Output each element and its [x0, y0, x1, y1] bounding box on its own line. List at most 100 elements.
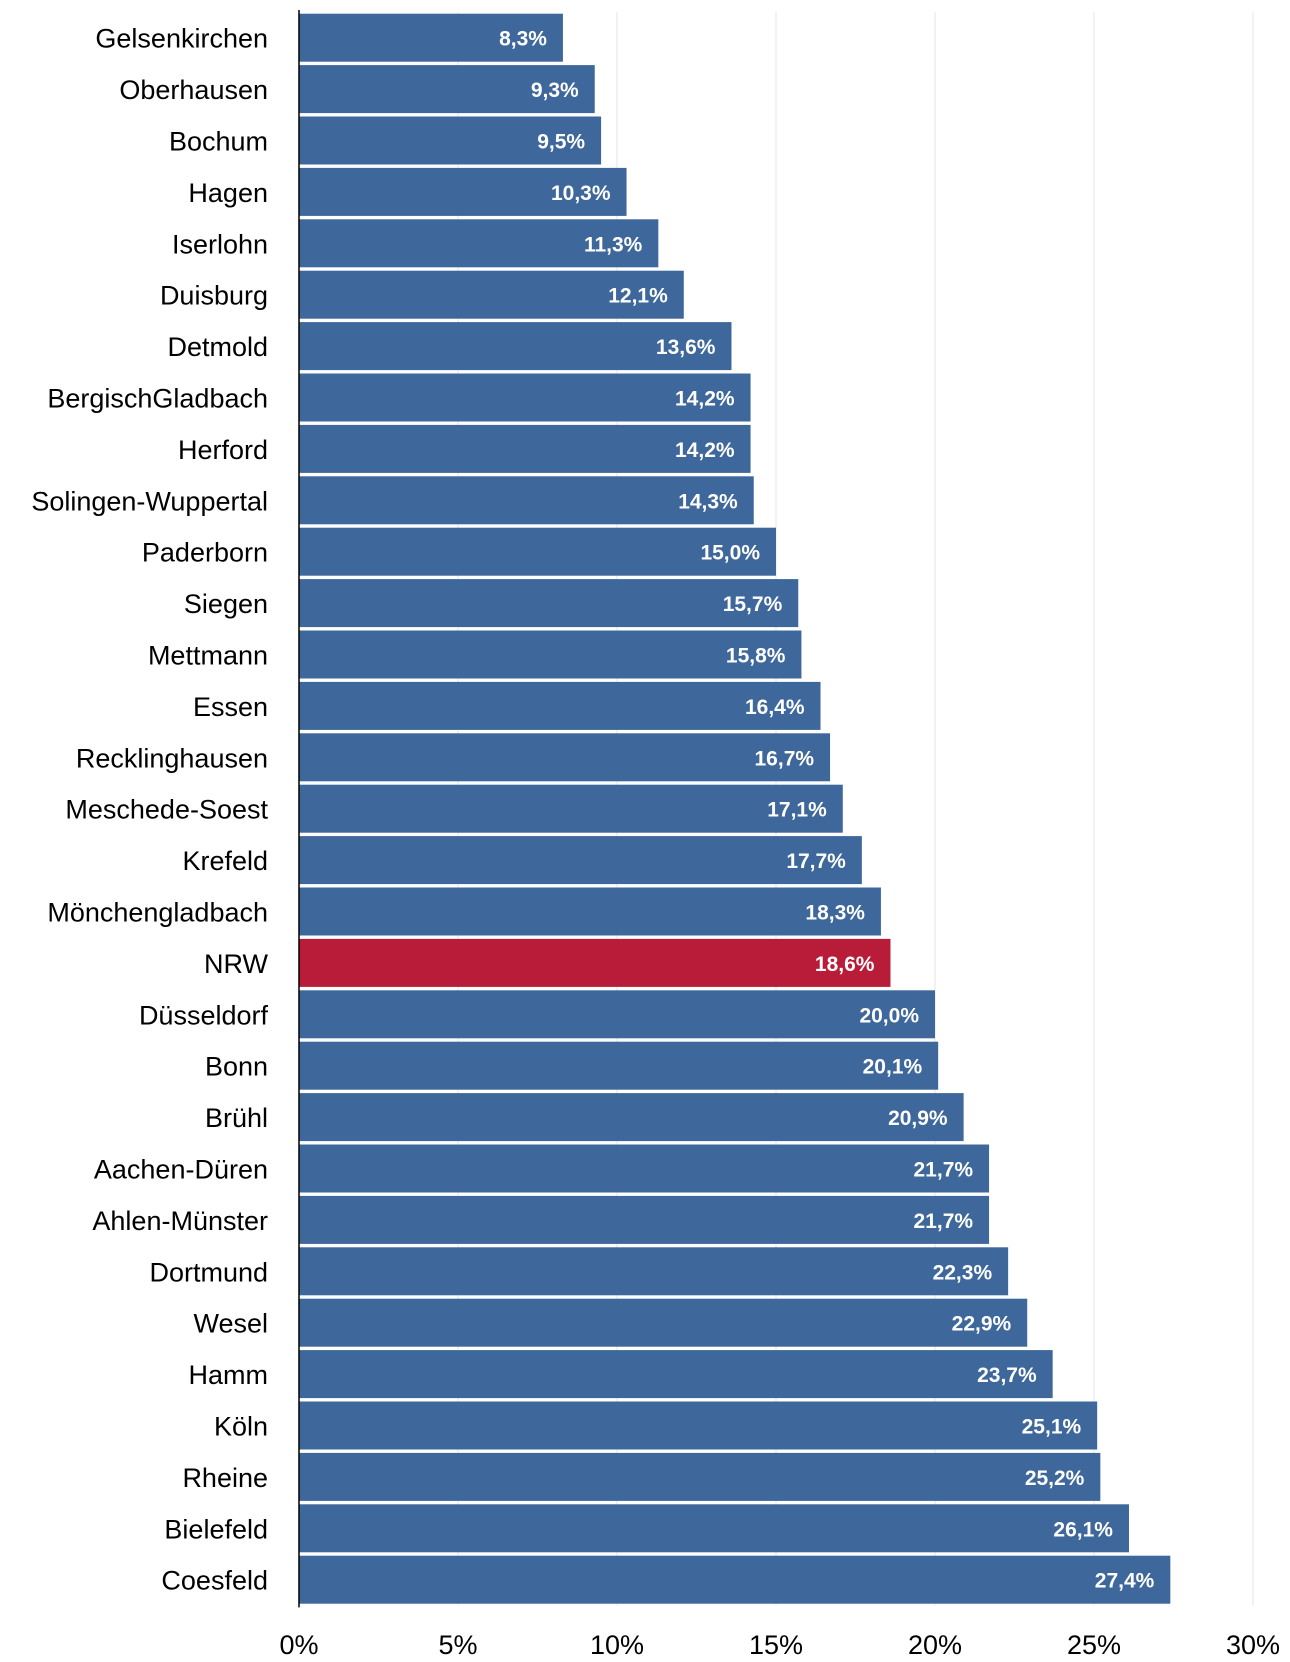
category-label: Duisburg	[160, 281, 268, 311]
x-tick-label: 30%	[1226, 1630, 1280, 1660]
data-label: 14,2%	[675, 439, 735, 462]
bar	[299, 1195, 990, 1244]
category-label: Bonn	[205, 1052, 268, 1082]
category-label: Gelsenkirchen	[95, 24, 268, 54]
bar	[299, 116, 602, 165]
data-label: 9,3%	[531, 79, 579, 102]
category-label: Hamm	[189, 1360, 269, 1390]
bar	[299, 1555, 1171, 1604]
category-label: Wesel	[193, 1309, 268, 1339]
bar	[299, 167, 627, 216]
data-label: 22,9%	[952, 1313, 1012, 1336]
category-label: BergischGladbach	[47, 384, 268, 414]
category-label: Köln	[214, 1412, 268, 1442]
value-labels: 8,3% 9,3% 9,5% 10,3% 11,3% 12,1% 13,6% 14,2% 14,…	[499, 28, 1155, 1593]
bar	[299, 270, 684, 319]
bar	[299, 630, 802, 679]
data-label: 15,0%	[700, 542, 760, 565]
category-label: NRW	[204, 949, 269, 979]
data-label: 25,1%	[1022, 1416, 1082, 1439]
bar	[299, 887, 881, 936]
data-label: 17,7%	[786, 850, 846, 873]
bar	[299, 476, 754, 525]
bar	[299, 13, 563, 62]
category-label: Krefeld	[182, 846, 268, 876]
category-label: Meschede-Soest	[65, 795, 268, 825]
category-label: Iserlohn	[172, 229, 268, 259]
bar	[299, 219, 659, 268]
category-label: Brühl	[205, 1103, 268, 1133]
category-label: Oberhausen	[119, 75, 268, 105]
bar	[299, 1350, 1053, 1399]
data-label: 18,6%	[815, 953, 875, 976]
category-label: Herford	[178, 435, 268, 465]
category-label: Siegen	[184, 589, 268, 619]
category-label: Coesfeld	[161, 1566, 268, 1596]
data-label: 20,0%	[859, 1004, 919, 1027]
data-label: 16,7%	[755, 747, 815, 770]
bar	[299, 1247, 1009, 1296]
x-tick-label: 0%	[279, 1630, 318, 1660]
x-tick-label: 15%	[749, 1630, 803, 1660]
bar	[299, 1401, 1098, 1450]
category-label: Solingen-Wuppertal	[31, 486, 268, 516]
data-label: 9,5%	[537, 131, 585, 154]
bar	[299, 1144, 990, 1193]
category-label: Ahlen-Münster	[92, 1206, 268, 1236]
category-label: Rheine	[182, 1463, 268, 1493]
data-label: 16,4%	[745, 696, 805, 719]
bar	[299, 1298, 1028, 1347]
data-label: 18,3%	[805, 902, 865, 925]
data-label: 25,2%	[1025, 1467, 1085, 1490]
category-label: Essen	[193, 692, 268, 722]
bar	[299, 938, 891, 987]
data-label: 21,7%	[914, 1210, 974, 1233]
category-label: Dortmund	[149, 1257, 268, 1287]
bar	[299, 990, 935, 1039]
bar	[299, 1452, 1101, 1501]
category-label: Mönchengladbach	[47, 898, 268, 928]
bar	[299, 1504, 1129, 1553]
data-label: 26,1%	[1053, 1518, 1113, 1541]
data-label: 17,1%	[767, 799, 827, 822]
bar	[299, 579, 799, 628]
bar	[299, 733, 831, 782]
bar	[299, 65, 595, 114]
data-label: 8,3%	[499, 28, 547, 51]
category-label: Düsseldorf	[139, 1000, 269, 1030]
bar	[299, 424, 751, 473]
bars	[299, 13, 1171, 1604]
data-label: 27,4%	[1095, 1570, 1155, 1593]
bar	[299, 527, 776, 576]
category-label: Bochum	[169, 127, 268, 157]
category-label: Recklinghausen	[76, 743, 268, 773]
bar	[299, 784, 843, 833]
category-label: Mettmann	[148, 641, 268, 671]
bar	[299, 681, 821, 730]
data-label: 15,8%	[726, 645, 786, 668]
data-label: 20,1%	[863, 1056, 923, 1079]
category-label: Paderborn	[142, 538, 268, 568]
bar	[299, 1041, 939, 1090]
category-label: Hagen	[188, 178, 268, 208]
data-label: 22,3%	[933, 1261, 993, 1284]
x-tick-label: 20%	[908, 1630, 962, 1660]
data-label: 20,9%	[888, 1107, 948, 1130]
category-label: Aachen-Düren	[94, 1155, 268, 1185]
x-axis-tick-labels: 0% 5% 10% 15% 20% 25% 30%	[279, 1630, 1280, 1660]
bar	[299, 322, 732, 371]
data-label: 23,7%	[977, 1364, 1037, 1387]
x-tick-label: 10%	[590, 1630, 644, 1660]
x-tick-label: 25%	[1067, 1630, 1121, 1660]
category-label: Detmold	[167, 332, 268, 362]
bar	[299, 1093, 964, 1142]
data-label: 10,3%	[551, 182, 611, 205]
data-label: 13,6%	[656, 336, 716, 359]
bar	[299, 373, 751, 422]
data-label: 21,7%	[914, 1159, 974, 1182]
x-tick-label: 5%	[438, 1630, 477, 1660]
data-label: 14,2%	[675, 388, 735, 411]
bar	[299, 836, 862, 885]
category-labels: Gelsenkirchen Oberhausen Bochum Hagen Iserlo…	[31, 24, 268, 1596]
